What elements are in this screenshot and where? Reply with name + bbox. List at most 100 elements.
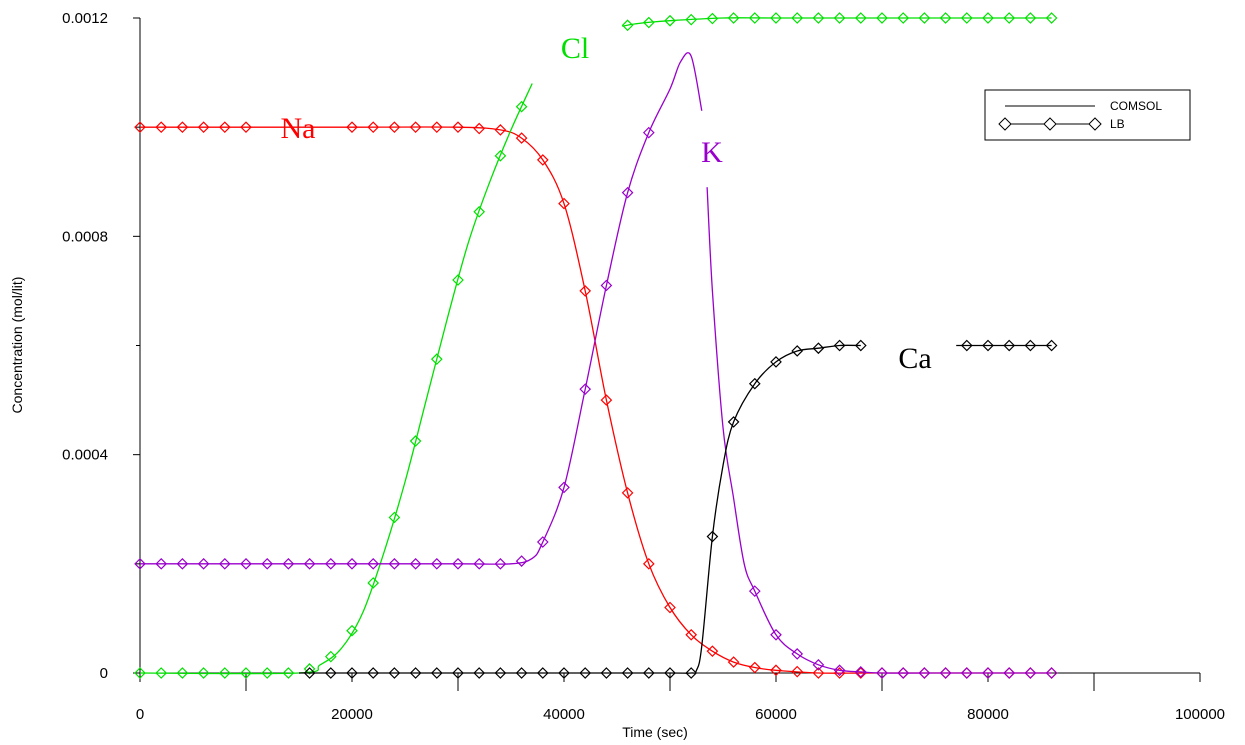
y-tick-label: 0.0012 bbox=[62, 10, 108, 27]
lb-marker-k bbox=[494, 557, 507, 570]
x-tick-label: 20000 bbox=[331, 706, 373, 723]
lb-marker-cl bbox=[494, 149, 507, 162]
lb-marker-cl bbox=[430, 353, 443, 365]
lb-marker-k bbox=[876, 667, 888, 679]
lb-marker-cl bbox=[982, 12, 994, 24]
lb-marker-cl bbox=[261, 667, 274, 679]
lb-marker-ca bbox=[791, 345, 804, 357]
lb-marker-na bbox=[770, 664, 782, 677]
lb-marker-ca bbox=[1003, 339, 1016, 352]
lb-marker-na bbox=[812, 667, 825, 679]
lb-marker-ca bbox=[982, 339, 994, 352]
lb-marker-na bbox=[748, 661, 761, 674]
comsol-line-cl bbox=[139, 83, 533, 675]
lb-marker-cl bbox=[452, 274, 464, 286]
lb-marker-ca bbox=[324, 667, 337, 679]
lb-marker-cl bbox=[409, 435, 422, 447]
lb-marker-cl bbox=[324, 650, 337, 663]
legend: COMSOL LB bbox=[984, 89, 1191, 141]
x-tick-label: 80000 bbox=[967, 706, 1009, 723]
lb-marker-ca bbox=[833, 339, 846, 352]
lb-marker-ca bbox=[473, 667, 486, 679]
lb-marker-k bbox=[960, 667, 973, 679]
lb-marker-na bbox=[558, 197, 570, 210]
lb-marker-ca bbox=[748, 377, 761, 390]
x-tick-label: 40000 bbox=[543, 706, 585, 723]
lb-marker-cl bbox=[748, 12, 761, 24]
comsol-line-k bbox=[706, 187, 1052, 674]
lb-marker-cl bbox=[642, 16, 655, 29]
lb-marker-cl bbox=[770, 12, 782, 24]
lb-marker-k bbox=[176, 557, 189, 570]
series-na bbox=[134, 121, 1058, 679]
ion-label-k: K bbox=[701, 136, 723, 169]
lb-marker-ca bbox=[685, 667, 698, 679]
lb-marker-ca bbox=[579, 667, 592, 679]
lb-marker-k bbox=[240, 557, 252, 570]
lb-marker-ca bbox=[558, 667, 570, 679]
y-tick-label: 0.0008 bbox=[62, 228, 108, 245]
lb-marker-k bbox=[1045, 667, 1058, 679]
y-tick-label: 0 bbox=[100, 665, 108, 682]
lb-marker-cl bbox=[515, 100, 528, 113]
lb-marker-k bbox=[1003, 667, 1016, 679]
lb-marker-k bbox=[770, 628, 782, 641]
lb-marker-cl bbox=[664, 14, 676, 27]
lb-marker-na bbox=[240, 121, 252, 134]
lb-marker-ca bbox=[664, 667, 676, 679]
lb-marker-cl bbox=[685, 13, 698, 26]
lb-marker-k bbox=[1024, 667, 1037, 679]
labels-layer: Na Cl K Ca bbox=[281, 32, 932, 375]
lb-marker-ca bbox=[346, 667, 358, 679]
lb-marker-cl bbox=[1003, 12, 1016, 24]
lb-marker-cl bbox=[282, 667, 295, 679]
lb-marker-k bbox=[452, 557, 464, 570]
series-layer bbox=[134, 12, 1058, 679]
y-axis-title: Concentration (mol/lit) bbox=[9, 277, 25, 414]
lb-marker-cl bbox=[388, 511, 401, 524]
lb-marker-ca bbox=[621, 667, 634, 679]
legend-comsol-label: COMSOL bbox=[1110, 99, 1162, 113]
lb-marker-k bbox=[812, 658, 825, 671]
lb-marker-na bbox=[388, 121, 401, 134]
lb-marker-na bbox=[218, 121, 231, 134]
lb-marker-ca bbox=[515, 667, 528, 679]
lb-marker-k bbox=[579, 383, 592, 396]
comsol-line-na bbox=[139, 126, 1052, 674]
lb-marker-na bbox=[600, 394, 613, 406]
lb-marker-ca bbox=[600, 667, 613, 679]
comsol-line-ca bbox=[299, 344, 861, 674]
lb-marker-na bbox=[473, 122, 486, 135]
lb-marker-k bbox=[473, 557, 486, 570]
lb-marker-na bbox=[642, 557, 655, 570]
lb-marker-na bbox=[706, 645, 719, 658]
lb-marker-na bbox=[346, 121, 358, 134]
lb-marker-na bbox=[155, 121, 168, 134]
comsol-line-k bbox=[140, 52, 703, 565]
lb-marker-k bbox=[303, 557, 316, 570]
lb-marker-na bbox=[727, 656, 740, 668]
lb-marker-cl bbox=[367, 577, 380, 589]
lb-marker-cl bbox=[473, 205, 486, 218]
lb-marker-k bbox=[642, 126, 655, 139]
lb-marker-k bbox=[218, 557, 231, 570]
ion-label-cl: Cl bbox=[561, 32, 589, 65]
lb-marker-cl bbox=[134, 667, 146, 679]
lb-marker-k bbox=[982, 667, 994, 679]
lb-marker-cl bbox=[833, 12, 846, 24]
lb-marker-k bbox=[536, 536, 549, 548]
lb-marker-ca bbox=[770, 356, 782, 368]
lb-marker-ca bbox=[642, 667, 655, 679]
y-tick-label: 0.0004 bbox=[62, 447, 108, 464]
lb-marker-ca bbox=[388, 667, 401, 679]
lb-marker-k bbox=[261, 557, 274, 570]
lb-marker-ca bbox=[452, 667, 464, 679]
lb-marker-k bbox=[897, 667, 910, 679]
lb-marker-k bbox=[155, 557, 168, 570]
lb-marker-na bbox=[176, 121, 189, 134]
lb-marker-k bbox=[367, 557, 380, 570]
lb-marker-na bbox=[494, 124, 507, 136]
lb-marker-na bbox=[367, 121, 380, 134]
lb-marker-cl bbox=[727, 12, 740, 24]
legend-lb-marker bbox=[998, 117, 1012, 131]
